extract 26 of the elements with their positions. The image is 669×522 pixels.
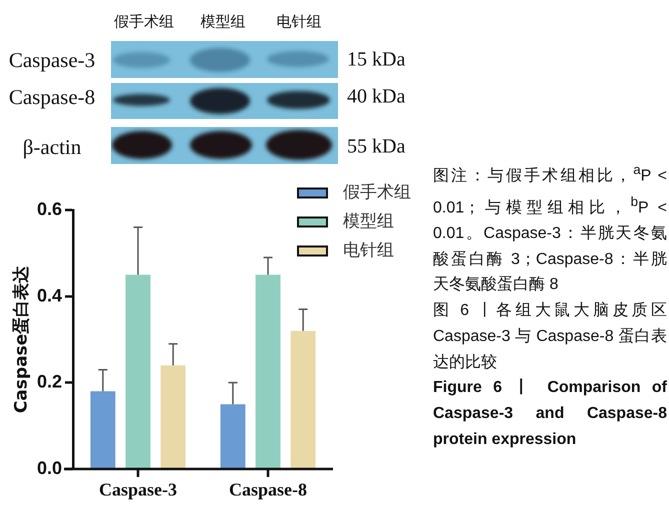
text: Figure 6 丨 Comparison of Caspase-3 and Caspase-8 protein expression [433, 378, 667, 450]
y-tick-label: 0.0 [36, 458, 62, 478]
text: β-actin [22, 134, 82, 160]
text: 15 kDa [347, 48, 406, 72]
y-tick-label: 0.4 [36, 285, 62, 306]
text: 电针组 [276, 12, 322, 31]
legend-label: 电针组 [343, 240, 394, 260]
bar [256, 274, 280, 468]
y-tick-label: 0.6 [36, 198, 62, 219]
bar [126, 274, 150, 468]
y-tick-label: 0.2 [36, 372, 62, 392]
bar [290, 330, 316, 468]
bar [220, 404, 246, 468]
text: Caspase-8 [8, 84, 96, 110]
bar [90, 391, 116, 468]
text: 40 kDa [347, 86, 406, 108]
text: 模型组 [200, 12, 246, 31]
text: 图注：与假手术组相比，$^{a}$P < 0.01；与模型组相比，$^{b}$P < 0.01。Caspase-3：半胱天冬氨酸蛋白酶 3；Caspase-8：半胱天冬氨酸蛋白酶 8 [433, 162, 668, 294]
legend-label: 模型组 [343, 211, 394, 230]
text: 假手术组 [114, 12, 174, 31]
bar [160, 365, 186, 468]
legend-label: 假手术组 [343, 182, 411, 202]
text: 图 6 丨各组大鼠大脑皮质区 Caspase-3 与 Caspase-8 蛋白表达的比较 [433, 300, 667, 373]
text: 55 kDa [347, 136, 406, 158]
text: Caspase-3 [8, 48, 96, 72]
y-axis-title: Caspase蛋白表达 [12, 264, 32, 414]
